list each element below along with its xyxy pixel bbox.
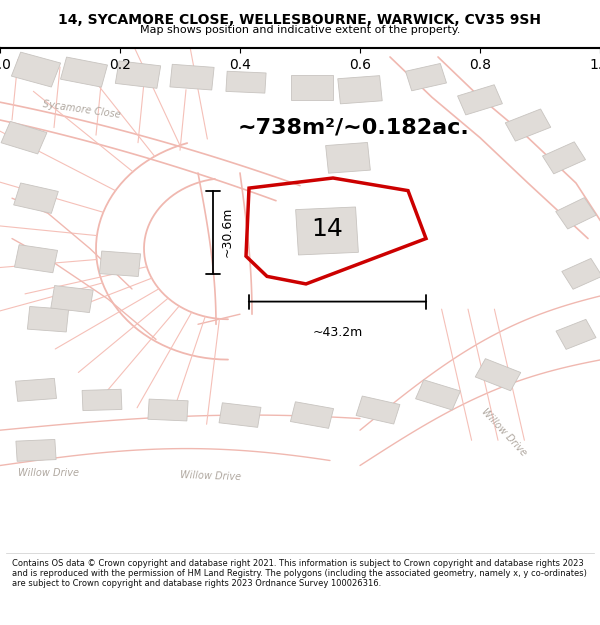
- Bar: [51, 286, 93, 312]
- Bar: [562, 258, 600, 289]
- Text: Willow Drive: Willow Drive: [180, 469, 241, 482]
- Text: 14, SYCAMORE CLOSE, WELLESBOURNE, WARWICK, CV35 9SH: 14, SYCAMORE CLOSE, WELLESBOURNE, WARWIC…: [59, 13, 542, 27]
- Bar: [148, 399, 188, 421]
- Bar: [170, 64, 214, 90]
- Text: Willow Drive: Willow Drive: [480, 407, 529, 459]
- Bar: [28, 306, 68, 332]
- Bar: [356, 396, 400, 424]
- Bar: [406, 64, 446, 91]
- Text: Map shows position and indicative extent of the property.: Map shows position and indicative extent…: [140, 25, 460, 35]
- Text: ~30.6m: ~30.6m: [220, 207, 233, 258]
- Text: Contains OS data © Crown copyright and database right 2021. This information is : Contains OS data © Crown copyright and d…: [12, 559, 587, 588]
- Bar: [61, 57, 107, 87]
- Bar: [219, 402, 261, 428]
- Bar: [556, 198, 596, 229]
- Bar: [14, 183, 58, 213]
- Bar: [1, 121, 47, 154]
- Bar: [115, 61, 161, 88]
- Text: Willow Drive: Willow Drive: [18, 468, 79, 478]
- Text: 14: 14: [311, 217, 343, 241]
- Bar: [475, 359, 521, 391]
- Text: ~43.2m: ~43.2m: [313, 326, 362, 339]
- Bar: [326, 142, 370, 173]
- Bar: [226, 71, 266, 93]
- Bar: [458, 85, 502, 115]
- Bar: [11, 52, 61, 87]
- Text: Sycamore Close: Sycamore Close: [42, 99, 121, 121]
- Bar: [296, 207, 358, 255]
- Bar: [100, 251, 140, 276]
- Text: ~738m²/~0.182ac.: ~738m²/~0.182ac.: [238, 118, 470, 138]
- Bar: [16, 439, 56, 461]
- Bar: [14, 245, 58, 272]
- Bar: [416, 380, 460, 410]
- Bar: [338, 76, 382, 104]
- Bar: [542, 142, 586, 174]
- Bar: [505, 109, 551, 141]
- Bar: [290, 402, 334, 428]
- Bar: [556, 319, 596, 349]
- Bar: [16, 378, 56, 401]
- Bar: [291, 74, 333, 100]
- Bar: [82, 389, 122, 411]
